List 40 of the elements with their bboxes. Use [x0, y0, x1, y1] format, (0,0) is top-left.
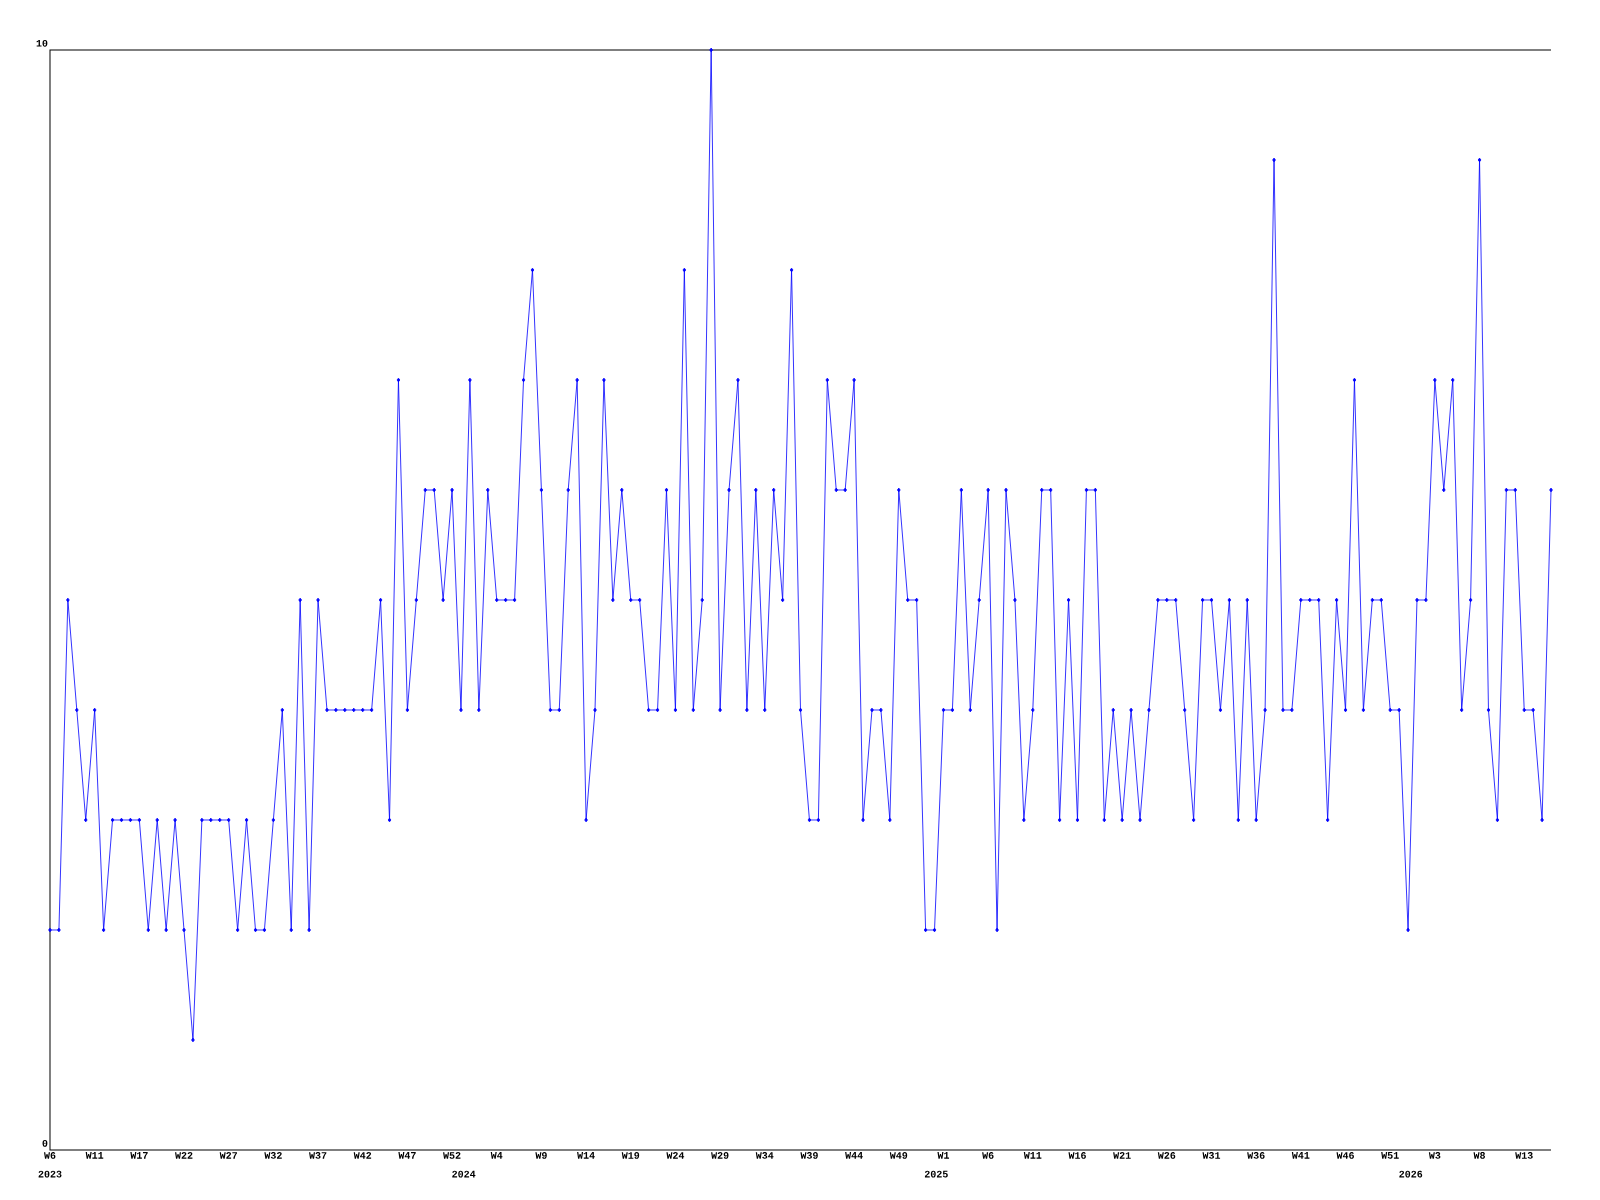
x-tick-label: W24 [666, 1152, 685, 1159]
x-tick-label: W3 [1428, 1152, 1441, 1159]
x-tick-label: W46 [1336, 1152, 1354, 1159]
x-tick-label: W29 [711, 1152, 729, 1159]
text: 2023 [38, 1170, 62, 1178]
x-tick-label: W1 [937, 1152, 950, 1159]
x-tick-label: W41 [1291, 1152, 1310, 1159]
x-tick-label: W31 [1202, 1152, 1221, 1159]
x-tick-label: W26 [1157, 1152, 1176, 1159]
x-tick-label: W52 [443, 1152, 461, 1159]
x-tick-label: W16 [1068, 1152, 1086, 1159]
x-tick-label: W39 [800, 1152, 818, 1159]
x-tick-label: W22 [175, 1152, 193, 1159]
x-tick-label: W11 [85, 1152, 104, 1159]
x-tick-label: W36 [1247, 1152, 1265, 1159]
x-tick-label: W6 [982, 1152, 994, 1159]
x-tick-label: W51 [1381, 1152, 1399, 1159]
x-tick-label: W17 [130, 1152, 148, 1159]
x-tick-label: W47 [398, 1152, 416, 1159]
x-tick-label: W42 [353, 1152, 372, 1159]
x-tick-label: W6 [44, 1152, 56, 1159]
text: 2025 [924, 1170, 948, 1178]
x-tick-label: W9 [535, 1152, 547, 1159]
x-tick-label: W49 [889, 1152, 908, 1159]
x-tick-label: W13 [1515, 1152, 1533, 1159]
x-tick-label: W14 [577, 1152, 595, 1159]
x-tick-label: W19 [621, 1152, 640, 1159]
x-tick-label: W37 [309, 1152, 327, 1159]
y-tick-label: 0 [42, 1139, 48, 1147]
x-tick-label: W4 [490, 1152, 503, 1159]
x-tick-label: W32 [264, 1152, 282, 1159]
y-tick-label: 10 [36, 39, 48, 47]
x-tick-label: W34 [755, 1152, 774, 1159]
x-tick-label: W8 [1473, 1152, 1485, 1159]
x-tick-label: W21 [1113, 1152, 1131, 1159]
text: 2026 [1399, 1170, 1423, 1178]
text: 2024 [452, 1170, 476, 1178]
x-tick-label: W11 [1023, 1152, 1042, 1159]
x-tick-label: W27 [219, 1152, 238, 1159]
x-tick-label: W44 [845, 1152, 863, 1159]
